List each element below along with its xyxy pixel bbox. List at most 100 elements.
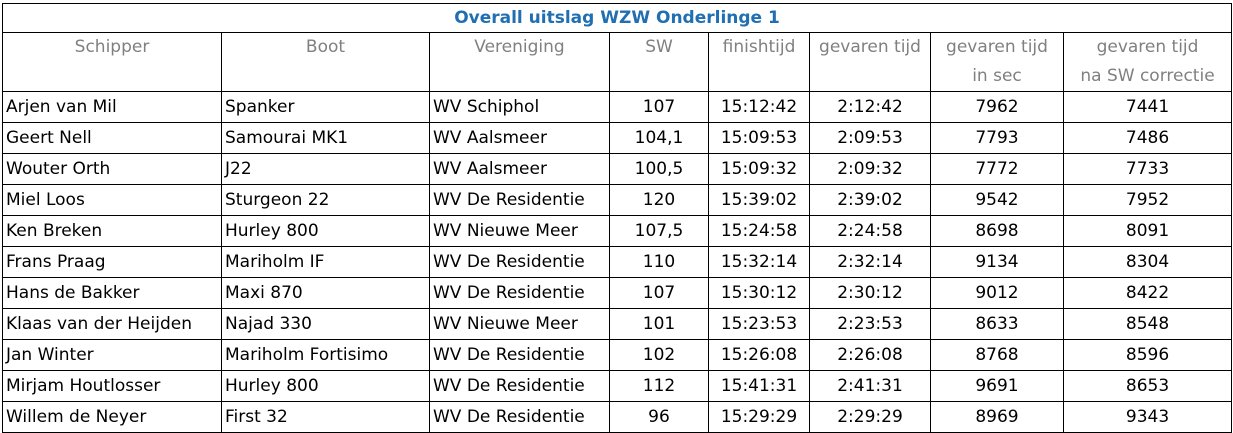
cell-finishtijd: 15:30:12 — [708, 277, 810, 309]
cell-gevaren-tijd: 2:24:58 — [809, 215, 931, 247]
table-row: Willem de Neyer First 32 WV De Residentie 9… — [2, 401, 1233, 433]
cell-gevaren-tijd-sw-correctie: 9343 — [1062, 401, 1233, 433]
cell-gevaren-tijd-sw-correctie: 7952 — [1062, 184, 1233, 216]
header-sw: SW — [609, 32, 709, 92]
cell-schipper: Frans Praag — [2, 246, 222, 278]
cell-vereniging: WV Aalsmeer — [429, 153, 610, 185]
header-boot: Boot — [221, 32, 430, 92]
cell-gevaren-tijd-sec: 9134 — [930, 246, 1064, 278]
cell-schipper: Jan Winter — [2, 339, 222, 371]
header-finishtijd: finishtijd — [708, 32, 810, 92]
table-row: Arjen van Mil Spanker WV Schiphol 107 15:12:… — [2, 91, 1233, 123]
cell-vereniging: WV Aalsmeer — [429, 122, 610, 154]
cell-gevaren-tijd: 2:39:02 — [809, 184, 931, 216]
cell-sw: 120 — [609, 184, 709, 216]
cell-vereniging: WV De Residentie — [429, 370, 610, 402]
cell-gevaren-tijd-sec: 7772 — [930, 153, 1064, 185]
header-label: Schipper — [74, 37, 150, 57]
cell-boot: Hurley 800 — [221, 215, 430, 247]
cell-finishtijd: 15:32:14 — [708, 246, 810, 278]
cell-vereniging: WV De Residentie — [429, 246, 610, 278]
header-label: Vereniging — [474, 37, 565, 57]
results-table: Overall uitslag WZW Onderlinge 1 Schippe… — [1, 3, 1233, 433]
cell-vereniging: WV De Residentie — [429, 339, 610, 371]
cell-schipper: Ken Breken — [2, 215, 222, 247]
table-row: Mirjam Houtlosser Hurley 800 WV De Residen… — [2, 370, 1233, 402]
header-gevaren-tijd-sec: gevaren tijd in sec — [930, 32, 1064, 92]
header-vereniging: Vereniging — [429, 32, 610, 92]
cell-boot: Mariholm Fortisimo — [221, 339, 430, 371]
cell-schipper: Miel Loos — [2, 184, 222, 216]
cell-boot: First 32 — [221, 401, 430, 433]
cell-vereniging: WV De Residentie — [429, 184, 610, 216]
cell-schipper: Wouter Orth — [2, 153, 222, 185]
cell-gevaren-tijd: 2:26:08 — [809, 339, 931, 371]
cell-vereniging: WV De Residentie — [429, 277, 610, 309]
cell-gevaren-tijd-sec: 7793 — [930, 122, 1064, 154]
cell-schipper: Klaas van der Heijden — [2, 308, 222, 340]
cell-boot: Hurley 800 — [221, 370, 430, 402]
cell-boot: Samourai MK1 — [221, 122, 430, 154]
cell-gevaren-tijd-sw-correctie: 7441 — [1062, 91, 1233, 123]
table-body: Arjen van Mil Spanker WV Schiphol 107 15:12:… — [2, 91, 1233, 433]
cell-gevaren-tijd-sec: 9012 — [930, 277, 1064, 309]
title-row: Overall uitslag WZW Onderlinge 1 — [1, 3, 1233, 33]
cell-finishtijd: 15:09:32 — [708, 153, 810, 185]
cell-gevaren-tijd-sw-correctie: 8653 — [1062, 370, 1233, 402]
cell-boot: Mariholm IF — [221, 246, 430, 278]
cell-boot: Maxi 870 — [221, 277, 430, 309]
cell-vereniging: WV Nieuwe Meer — [429, 215, 610, 247]
header-label: finishtijd — [722, 37, 796, 57]
cell-gevaren-tijd: 2:23:53 — [809, 308, 931, 340]
cell-finishtijd: 15:39:02 — [708, 184, 810, 216]
cell-sw: 100,5 — [609, 153, 709, 185]
cell-vereniging: WV Nieuwe Meer — [429, 308, 610, 340]
cell-finishtijd: 15:23:53 — [708, 308, 810, 340]
cell-schipper: Arjen van Mil — [2, 91, 222, 123]
cell-finishtijd: 15:41:31 — [708, 370, 810, 402]
header-label: SW — [645, 37, 673, 57]
cell-schipper: Willem de Neyer — [2, 401, 222, 433]
cell-gevaren-tijd-sec: 9542 — [930, 184, 1064, 216]
cell-sw: 110 — [609, 246, 709, 278]
cell-gevaren-tijd: 2:32:14 — [809, 246, 931, 278]
header-gevaren-tijd: gevaren tijd — [809, 32, 931, 92]
cell-finishtijd: 15:26:08 — [708, 339, 810, 371]
cell-gevaren-tijd-sw-correctie: 8548 — [1062, 308, 1233, 340]
cell-gevaren-tijd: 2:09:53 — [809, 122, 931, 154]
table-title: Overall uitslag WZW Onderlinge 1 — [1, 3, 1233, 33]
table-row: Klaas van der Heijden Najad 330 WV Nieuwe … — [2, 308, 1233, 340]
table-row: Jan Winter Mariholm Fortisimo WV De Reside… — [2, 339, 1233, 371]
cell-sw: 112 — [609, 370, 709, 402]
cell-gevaren-tijd-sw-correctie: 8596 — [1062, 339, 1233, 371]
cell-gevaren-tijd-sec: 9691 — [930, 370, 1064, 402]
cell-boot: J22 — [221, 153, 430, 185]
cell-gevaren-tijd-sec: 8633 — [930, 308, 1064, 340]
cell-gevaren-tijd-sw-correctie: 7733 — [1062, 153, 1233, 185]
cell-finishtijd: 15:09:53 — [708, 122, 810, 154]
cell-finishtijd: 15:29:29 — [708, 401, 810, 433]
cell-sw: 104,1 — [609, 122, 709, 154]
cell-gevaren-tijd: 2:09:32 — [809, 153, 931, 185]
table-row: Hans de Bakker Maxi 870 WV De Residentie 10… — [2, 277, 1233, 309]
cell-sw: 107 — [609, 277, 709, 309]
cell-gevaren-tijd: 2:30:12 — [809, 277, 931, 309]
cell-gevaren-tijd-sw-correctie: 8304 — [1062, 246, 1233, 278]
cell-gevaren-tijd-sec: 8969 — [930, 401, 1064, 433]
cell-sw: 107,5 — [609, 215, 709, 247]
header-label: in sec — [972, 66, 1022, 86]
header-schipper: Schipper — [2, 32, 222, 92]
cell-finishtijd: 15:24:58 — [708, 215, 810, 247]
cell-sw: 107 — [609, 91, 709, 123]
cell-gevaren-tijd-sec: 7962 — [930, 91, 1064, 123]
cell-finishtijd: 15:12:42 — [708, 91, 810, 123]
cell-sw: 101 — [609, 308, 709, 340]
table-row: Ken Breken Hurley 800 WV Nieuwe Meer 107,5 1… — [2, 215, 1233, 247]
table-row: Wouter Orth J22 WV Aalsmeer 100,5 15:09:32 2:… — [2, 153, 1233, 185]
header-gevaren-tijd-sw-correctie: gevaren tijd na SW correctie — [1062, 32, 1233, 92]
cell-gevaren-tijd-sw-correctie: 8422 — [1062, 277, 1233, 309]
cell-gevaren-tijd: 2:12:42 — [809, 91, 931, 123]
cell-schipper: Geert Nell — [2, 122, 222, 154]
table-row: Frans Praag Mariholm IF WV De Residentie 11… — [2, 246, 1233, 278]
cell-gevaren-tijd: 2:29:29 — [809, 401, 931, 433]
